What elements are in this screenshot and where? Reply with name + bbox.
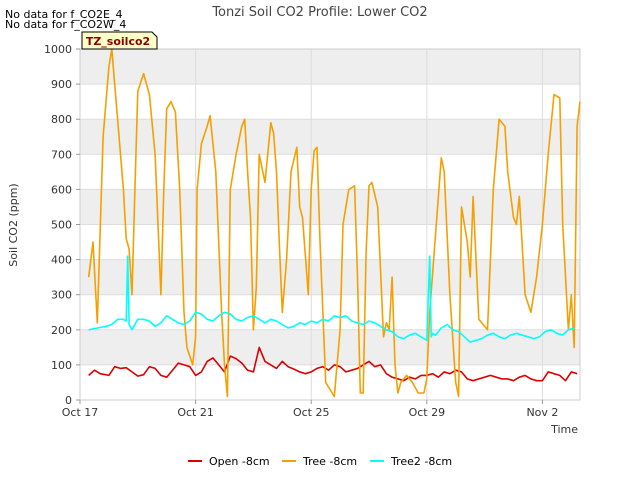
chart-title: Tonzi Soil CO2 Profile: Lower CO2 (211, 5, 427, 20)
x-axis-title: Time (550, 423, 578, 436)
x-tick-label: Oct 25 (293, 406, 330, 419)
site-tag-box (81, 31, 158, 50)
background-band (80, 329, 580, 365)
legend-label-0: Open -8cm (209, 455, 270, 468)
site-tag: TZ_soilco2 (81, 31, 158, 50)
y-tick-label: 200 (51, 324, 72, 337)
data-series (87, 48, 581, 398)
no-data-note-co2e: No data for f_CO2E_4 (5, 8, 123, 21)
series-line-2 (88, 255, 575, 343)
legend-label-2: Tree2 -8cm (390, 455, 452, 468)
background-band (80, 259, 580, 295)
x-tick-label: Oct 17 (62, 406, 99, 419)
y-tick-label: 500 (51, 219, 72, 232)
series-line-1 (87, 48, 581, 398)
background-band (80, 49, 580, 85)
y-tick-label: 900 (51, 78, 72, 91)
no-data-note-co2w: No data for f_CO2W_4 (5, 18, 127, 31)
y-tick-label: 0 (65, 394, 72, 407)
y-axis-ticks: 0 100 200 300 400 500 600 700 800 900 1000 (44, 43, 80, 407)
x-tick-label: Nov 2 (526, 406, 558, 419)
y-axis-title: Soil CO2 (ppm) (7, 183, 20, 266)
series-line-0 (88, 346, 578, 382)
x-tick-label: Oct 29 (409, 406, 446, 419)
plot-background-bands (80, 49, 580, 365)
y-tick-label: 400 (51, 254, 72, 267)
y-tick-label: 600 (51, 183, 72, 196)
x-axis-ticks: Oct 17 Oct 21 Oct 25 Oct 29 Nov 2 (62, 400, 558, 419)
site-tag-label: TZ_soilco2 (86, 35, 150, 48)
y-tick-label: 800 (51, 113, 72, 126)
legend-label-1: Tree -8cm (302, 455, 357, 468)
legend: Open -8cm Tree -8cm Tree2 -8cm (188, 455, 452, 468)
x-tick-label: Oct 21 (177, 406, 214, 419)
y-tick-label: 1000 (44, 43, 72, 56)
y-tick-label: 300 (51, 289, 72, 302)
y-tick-label: 100 (51, 359, 72, 372)
y-tick-label: 700 (51, 148, 72, 161)
background-band (80, 189, 580, 225)
